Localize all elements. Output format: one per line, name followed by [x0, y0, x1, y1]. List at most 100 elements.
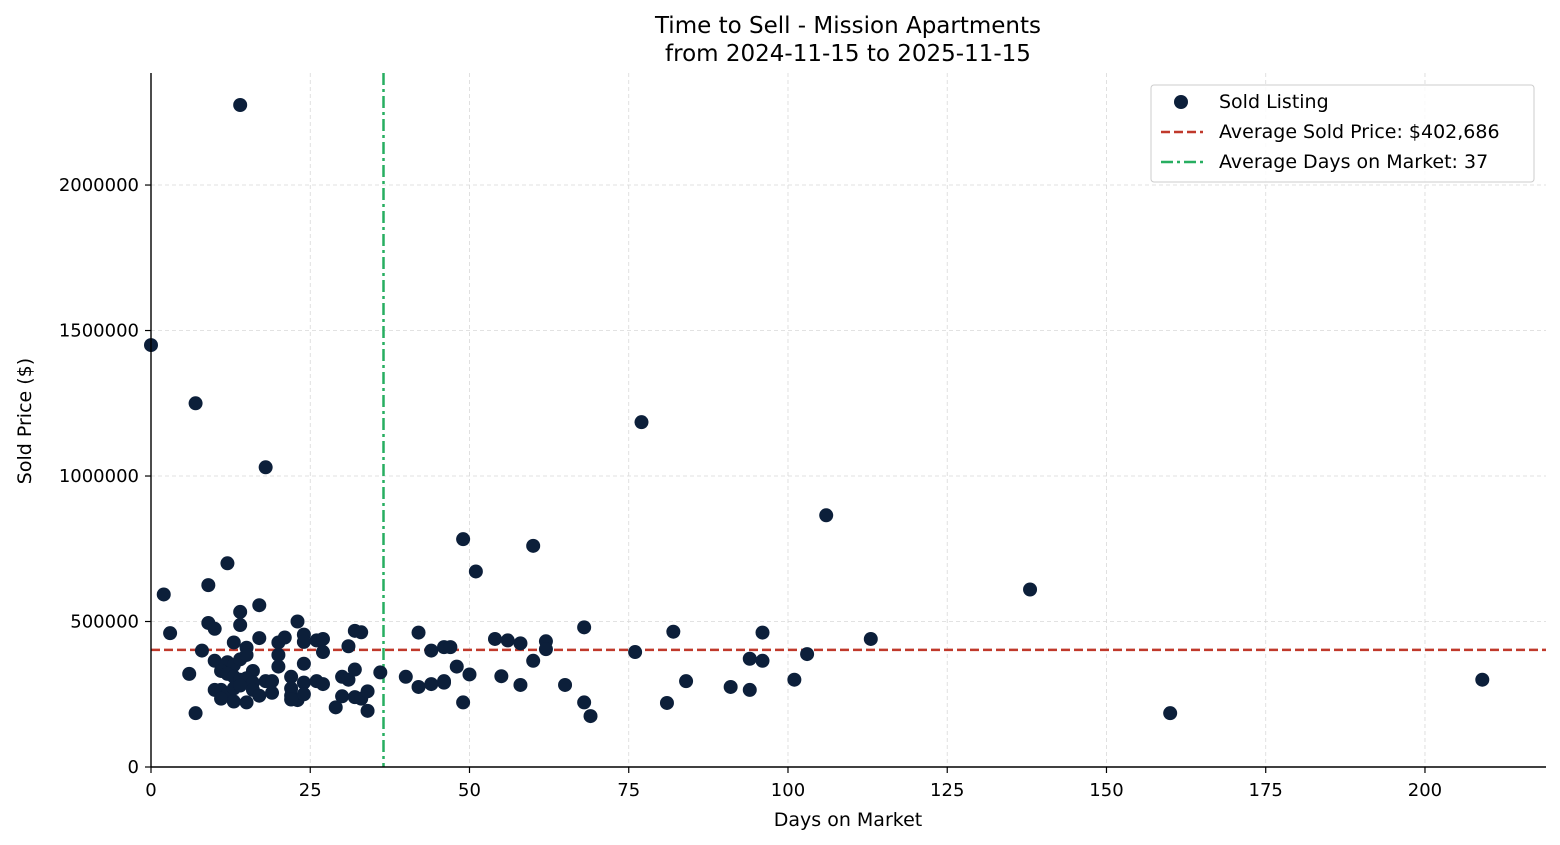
chart-subtitle: from 2024-11-15 to 2025-11-15	[665, 41, 1031, 67]
data-point	[360, 703, 375, 718]
legend: Sold Listing Average Sold Price: $402,68…	[1150, 84, 1535, 183]
data-point	[679, 674, 694, 689]
data-point	[182, 666, 197, 681]
legend-label-avg-days: Average Days on Market: 37	[1219, 151, 1488, 173]
x-tick-label: 150	[1089, 780, 1123, 801]
data-point	[188, 706, 203, 721]
data-point	[583, 709, 598, 724]
data-point	[214, 691, 229, 706]
legend-marker-sold-listing	[1174, 95, 1188, 109]
data-point	[335, 689, 350, 704]
data-point	[207, 621, 222, 636]
data-point	[163, 626, 178, 641]
data-point	[526, 538, 541, 553]
data-point	[271, 659, 286, 674]
data-point	[373, 665, 388, 680]
data-point	[800, 647, 815, 662]
data-point	[487, 631, 502, 646]
data-point	[296, 687, 311, 702]
data-point	[513, 677, 528, 692]
legend-box	[1150, 84, 1535, 183]
y-tick-label: 1000000	[59, 466, 139, 487]
x-tick-label: 0	[145, 780, 156, 801]
data-points	[144, 98, 1490, 724]
data-point	[315, 631, 330, 646]
data-point	[315, 677, 330, 692]
data-point	[201, 578, 216, 593]
y-tick-label: 500000	[70, 612, 139, 633]
data-point	[284, 669, 299, 684]
chart-title: Time to Sell - Mission Apartments	[654, 13, 1041, 39]
data-point	[742, 651, 757, 666]
data-point	[494, 669, 509, 684]
data-point	[742, 682, 757, 697]
y-axis-label: Sold Price ($)	[14, 358, 36, 484]
data-point	[456, 695, 471, 710]
data-point	[411, 625, 426, 640]
data-point	[577, 695, 592, 710]
data-point	[233, 98, 248, 113]
data-point	[252, 598, 267, 613]
data-point	[443, 640, 458, 655]
data-point	[315, 645, 330, 660]
y-tick-label: 2000000	[59, 175, 139, 196]
data-point	[341, 672, 356, 687]
y-tick-label: 0	[128, 757, 139, 778]
data-point	[424, 643, 439, 658]
data-point	[787, 672, 802, 687]
x-axis-label: Days on Market	[774, 809, 922, 831]
data-point	[666, 624, 681, 639]
data-point	[226, 635, 241, 650]
data-point	[277, 630, 292, 645]
data-point	[296, 656, 311, 671]
data-point	[411, 679, 426, 694]
data-point	[239, 647, 254, 662]
data-point	[360, 684, 375, 699]
data-point	[500, 633, 515, 648]
data-point	[328, 700, 343, 715]
data-point	[424, 677, 439, 692]
data-point	[194, 643, 209, 658]
axes: 0 25 50 75 100 125 150 175 200 0 500000 1000000 1500…	[59, 73, 1546, 801]
data-point	[284, 692, 299, 707]
data-point	[863, 631, 878, 646]
data-point	[513, 636, 528, 651]
data-point	[398, 669, 413, 684]
data-point	[258, 460, 273, 475]
reference-lines	[151, 73, 1546, 767]
data-point	[456, 532, 471, 547]
data-point	[449, 659, 464, 674]
data-point	[220, 556, 235, 571]
data-point	[265, 685, 280, 700]
data-point	[819, 508, 834, 523]
data-point	[207, 653, 222, 668]
data-point	[188, 396, 203, 411]
data-point	[233, 617, 248, 632]
data-point	[347, 662, 362, 677]
data-point	[252, 688, 267, 703]
data-point	[755, 625, 770, 640]
x-tick-label: 75	[617, 780, 640, 801]
data-point	[354, 625, 369, 640]
data-point	[239, 695, 254, 710]
data-point	[538, 642, 553, 657]
data-point	[296, 675, 311, 690]
data-point	[271, 647, 286, 662]
x-tick-label: 125	[930, 780, 964, 801]
data-point	[156, 587, 171, 602]
data-point	[296, 634, 311, 649]
data-point	[634, 415, 649, 430]
x-tick-label: 200	[1408, 780, 1442, 801]
data-point	[233, 604, 248, 619]
legend-label-sold-listing: Sold Listing	[1219, 91, 1329, 113]
data-point	[252, 631, 267, 646]
data-point	[723, 679, 738, 694]
data-point	[755, 653, 770, 668]
data-point	[468, 564, 483, 579]
data-point	[1163, 706, 1178, 721]
data-point	[628, 645, 643, 660]
data-point	[659, 695, 674, 710]
x-tick-label: 100	[771, 780, 805, 801]
